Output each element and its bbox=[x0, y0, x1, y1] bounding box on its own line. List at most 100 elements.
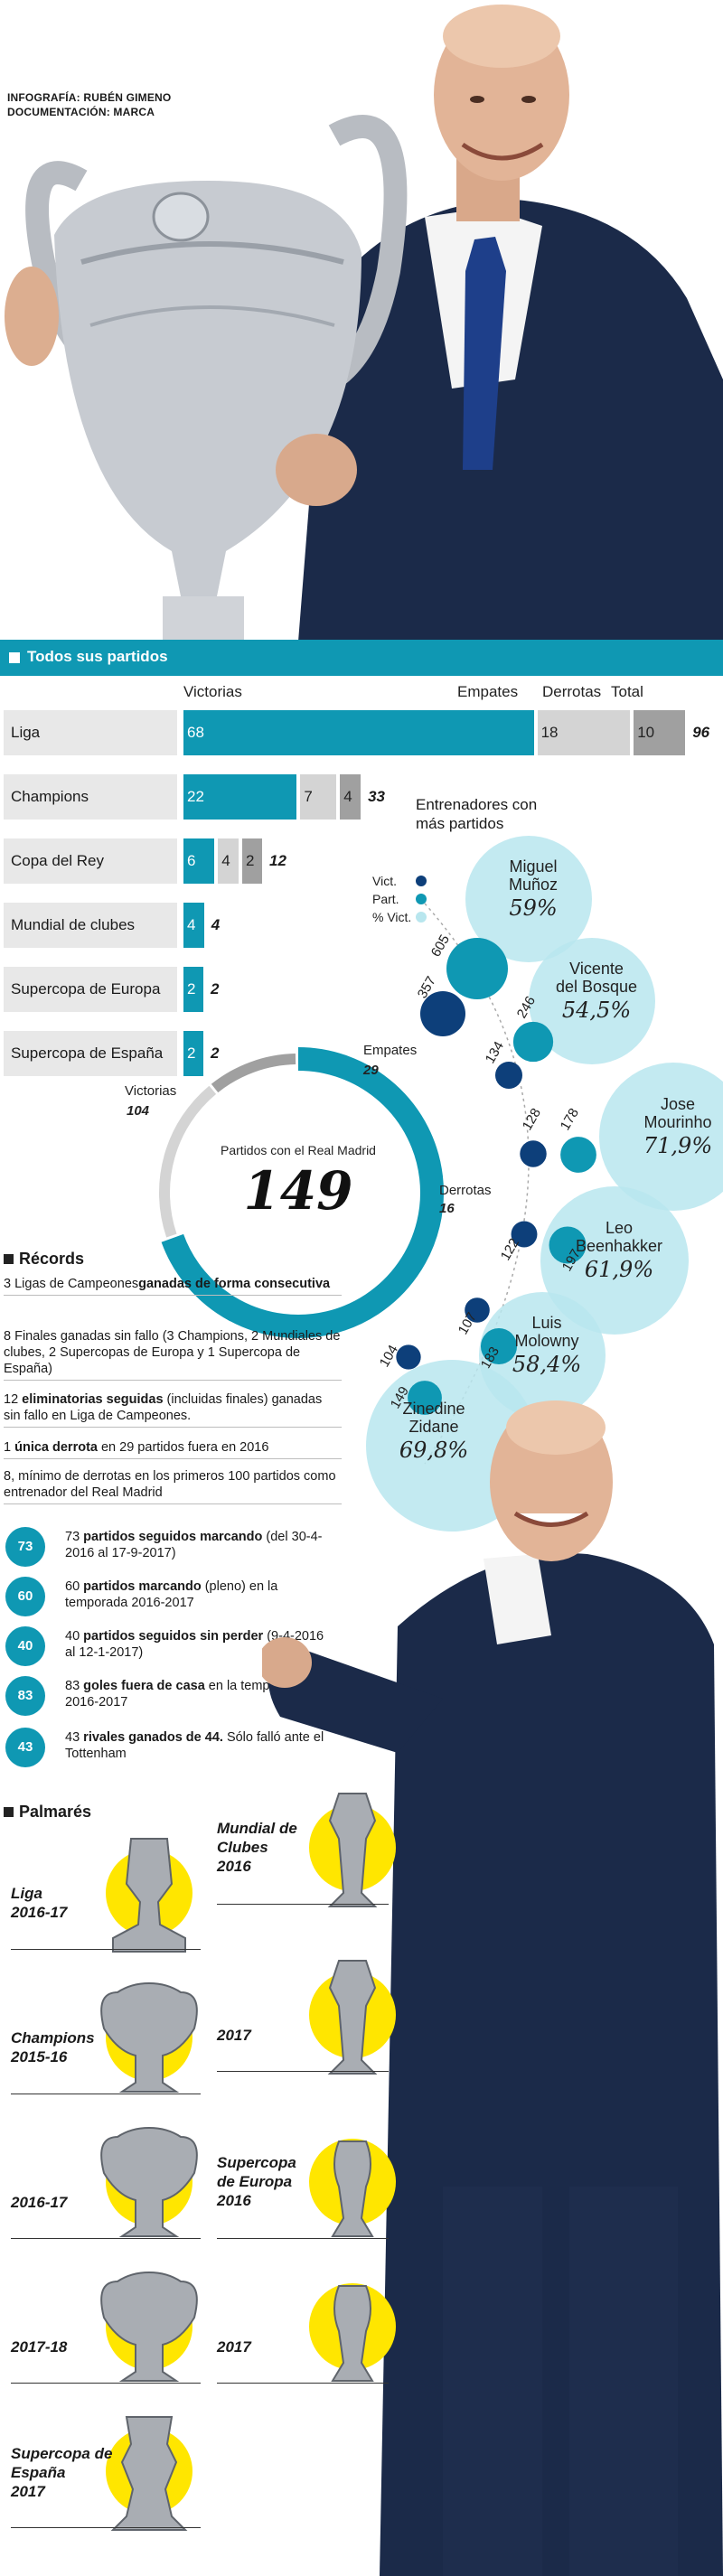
coach-wins-label-5: 104 bbox=[377, 1343, 401, 1370]
stat-badge-2: 40 bbox=[5, 1626, 45, 1666]
stat-bold-1: partidos marcando bbox=[83, 1579, 202, 1594]
donut-center-value: 149 bbox=[243, 1160, 352, 1222]
record-tail-3: en 29 partidos fuera en 2016 bbox=[97, 1440, 269, 1455]
donut-label-losses: Derrotas bbox=[439, 1183, 492, 1198]
coach-name-3: Leo Beenhakker bbox=[576, 1219, 662, 1255]
records-title: Récords bbox=[19, 1250, 85, 1268]
coach-matches-dot-0 bbox=[446, 938, 508, 999]
section-square-icon bbox=[9, 652, 20, 663]
palmares-right-name-2: Supercopa de Europa bbox=[217, 2154, 296, 2190]
record-lead-3: 1 bbox=[4, 1440, 12, 1455]
stat-text-4: 43 rivales ganados de 44. Sólo falló ant… bbox=[65, 1729, 327, 1762]
donut-slice-0 bbox=[161, 1047, 444, 1338]
palmares-right-trophy-3 bbox=[309, 2283, 396, 2382]
stat-tail-4: Sólo falló ante el Tottenham bbox=[65, 1730, 324, 1761]
coach-matches-dot-5 bbox=[408, 1381, 442, 1415]
record-item-0: 3 Ligas de Campeonesganadas de forma con… bbox=[4, 1276, 342, 1296]
records-square-icon bbox=[4, 1254, 14, 1264]
stat-bold-2: partidos seguidos sin perder bbox=[83, 1629, 264, 1644]
palmares-left-label-3: 2017-18 bbox=[11, 2337, 119, 2356]
stat-bold-4: rivales ganados de 44. bbox=[83, 1730, 223, 1745]
stat-badge-1: 60 bbox=[5, 1577, 45, 1616]
zidane-celebrating-photo bbox=[262, 1400, 723, 2576]
palmares-right-rule-2 bbox=[217, 2238, 389, 2239]
record-item-3: 1 única derrota en 29 partidos fuera en … bbox=[4, 1439, 342, 1459]
coach-wins-dot-1 bbox=[494, 1061, 523, 1090]
row-total-4: 2 bbox=[211, 980, 220, 998]
row-total-2: 12 bbox=[269, 852, 286, 869]
donut-value-draws: 29 bbox=[362, 1063, 379, 1078]
coach-bubble-1 bbox=[529, 938, 655, 1064]
coach-wins-label-2: 128 bbox=[520, 1106, 544, 1133]
stat-text-1: 60 partidos marcando (pleno) en la tempo… bbox=[65, 1578, 327, 1611]
palmares-left-rule-0 bbox=[11, 1949, 201, 1950]
coach-matches-dot-2 bbox=[560, 1137, 596, 1173]
coach-wins-dot-0 bbox=[420, 991, 465, 1036]
row-total-3: 4 bbox=[211, 916, 221, 933]
coach-pct-2: 71,9% bbox=[643, 1133, 712, 1158]
record-bold-3: única derrota bbox=[11, 1440, 98, 1455]
row-total-1: 33 bbox=[368, 788, 386, 805]
palmares-left-trophy-1 bbox=[100, 1981, 198, 2093]
palmares-left-rule-2 bbox=[11, 2238, 201, 2239]
donut-value-wins: 104 bbox=[127, 1103, 150, 1119]
palmares-right-rule-1 bbox=[217, 2071, 389, 2072]
palmares-left-trophy-4 bbox=[106, 2416, 192, 2531]
coach-bubble-2 bbox=[599, 1063, 723, 1211]
coach-bubble-3 bbox=[540, 1186, 689, 1335]
row-label-1: Champions bbox=[4, 774, 177, 820]
stat-bold-3: goles fuera de casa bbox=[83, 1679, 205, 1693]
row-label-3: Mundial de clubes bbox=[4, 903, 177, 948]
palmares-left-year-0: 2016-17 bbox=[11, 1904, 68, 1921]
bar-wins-3: 4 bbox=[183, 903, 204, 948]
palmares-left-name-0: Liga bbox=[11, 1885, 42, 1902]
palmares-left-year-4: 2017 bbox=[11, 2483, 45, 2500]
coach-wins-dot-4 bbox=[465, 1297, 490, 1323]
row-label-5: Supercopa de España bbox=[4, 1031, 177, 1076]
palmares-right-rule-3 bbox=[217, 2383, 389, 2384]
record-item-1: 8 Finales ganadas sin fallo (3 Champions… bbox=[4, 1328, 342, 1381]
record-item-2: 12 eliminatorias seguidas (incluidas fin… bbox=[4, 1391, 342, 1428]
palmares-title: Palmarés bbox=[19, 1803, 92, 1821]
palmares-right-year-2: 2016 bbox=[217, 2192, 251, 2209]
bar-losses-2: 2 bbox=[242, 838, 262, 884]
coach-wins-dot-3 bbox=[511, 1221, 538, 1248]
stat-badge-4: 43 bbox=[5, 1728, 45, 1767]
bar-wins-1: 22 bbox=[183, 774, 297, 820]
palmares-title-row: Palmarés bbox=[4, 1803, 91, 1822]
row-total-5: 2 bbox=[211, 1044, 220, 1062]
coach-name-1: Vicente del Bosque bbox=[556, 960, 637, 996]
palmares-left-year-2: 2016-17 bbox=[11, 2194, 68, 2211]
palmares-left-trophy-3 bbox=[100, 2271, 198, 2382]
coach-name-5: Zinedine Zidane bbox=[402, 1400, 465, 1436]
stat-lead-3: 83 bbox=[65, 1679, 84, 1693]
coach-pct-0: 59% bbox=[509, 895, 557, 921]
stat-badge-0: 73 bbox=[5, 1527, 45, 1567]
palmares-right-label-0: Mundial de Clubes 2016 bbox=[217, 1819, 316, 1876]
bar-wins-0: 68 bbox=[183, 710, 534, 755]
palmares-left-rule-4 bbox=[11, 2527, 201, 2528]
hero-photo-zidane-with-trophy bbox=[0, 0, 723, 642]
coach-name-2: Jose Mourinho bbox=[643, 1095, 711, 1131]
row-label-4: Supercopa de Europa bbox=[4, 967, 177, 1012]
coach-pct-1: 54,5% bbox=[562, 998, 631, 1023]
donut-center-label: Partidos con el Real Madrid bbox=[221, 1143, 376, 1157]
coach-bubble-0 bbox=[465, 836, 592, 962]
col-header-wins: Victorias bbox=[183, 683, 242, 700]
stat-lead-2: 40 bbox=[65, 1629, 84, 1644]
palmares-left-label-4: Supercopa de España 2017 bbox=[11, 2444, 119, 2501]
stat-text-0: 73 partidos seguidos marcando (del 30-4-… bbox=[65, 1529, 327, 1561]
col-header-total: Total bbox=[611, 683, 643, 700]
donut-slice-2 bbox=[211, 1054, 296, 1093]
donut-slice-1 bbox=[159, 1085, 217, 1238]
coach-legend-label-2: % Vict. bbox=[372, 910, 411, 924]
stat-tail-1: (pleno) en la temporada 2016-2017 bbox=[65, 1579, 278, 1610]
stat-lead-1: 60 bbox=[65, 1579, 84, 1594]
coach-legend-dot-0 bbox=[416, 876, 427, 886]
stat-lead-4: 43 bbox=[65, 1730, 84, 1745]
bar-draws-1: 7 bbox=[300, 774, 337, 820]
row-label-0: Liga bbox=[4, 710, 177, 755]
palmares-left-year-3: 2017-18 bbox=[11, 2338, 68, 2356]
bar-losses-0: 10 bbox=[634, 710, 686, 755]
col-header-losses: Derrotas bbox=[542, 683, 602, 700]
